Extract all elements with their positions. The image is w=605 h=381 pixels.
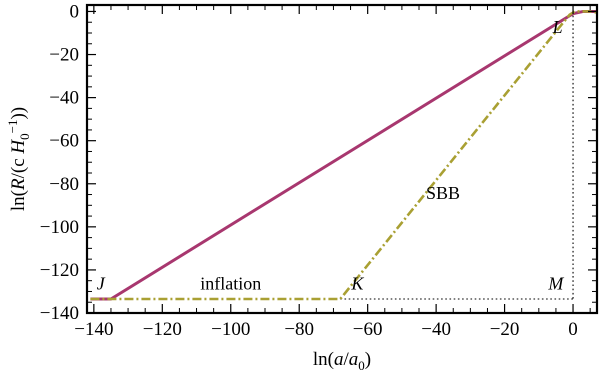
- y-axis-title: ln(R/(c H0−1)): [5, 107, 32, 211]
- x-tick-label: −60: [353, 319, 383, 340]
- x-tick-label: −80: [284, 319, 314, 340]
- annotation-sbb: SBB: [426, 183, 460, 203]
- x-tick-label: −140: [74, 319, 113, 340]
- annotation-l: L: [552, 17, 563, 37]
- x-tick-label: −120: [143, 319, 182, 340]
- x-tick-label: 0: [568, 319, 578, 340]
- annotation-m: M: [547, 273, 564, 293]
- annotation-inflation: inflation: [200, 273, 261, 293]
- annotation-k: K: [350, 273, 364, 293]
- y-tick-label: 0: [70, 1, 80, 22]
- y-tick-label: −20: [49, 45, 79, 66]
- y-tick-label: −140: [40, 303, 79, 324]
- y-tick-label: −80: [49, 174, 79, 195]
- series-line-1: [90, 9, 597, 301]
- y-tick-label: −60: [49, 131, 79, 152]
- y-tick-label: −100: [40, 217, 79, 238]
- axis-ticks: −140 −120 −100 −80 −60 −40 −20 0 0 −20 −40 −60 −80 −1…: [40, 1, 597, 340]
- x-tick-label: −40: [421, 319, 451, 340]
- y-tick-label: −120: [40, 260, 79, 281]
- annotation-j: J: [97, 273, 106, 293]
- y-tick-label: −40: [49, 88, 79, 109]
- x-tick-label: −100: [211, 319, 250, 340]
- x-axis-title: ln(a/a0): [313, 349, 371, 373]
- x-tick-label: −20: [490, 319, 520, 340]
- plot-frame: [85, 3, 599, 315]
